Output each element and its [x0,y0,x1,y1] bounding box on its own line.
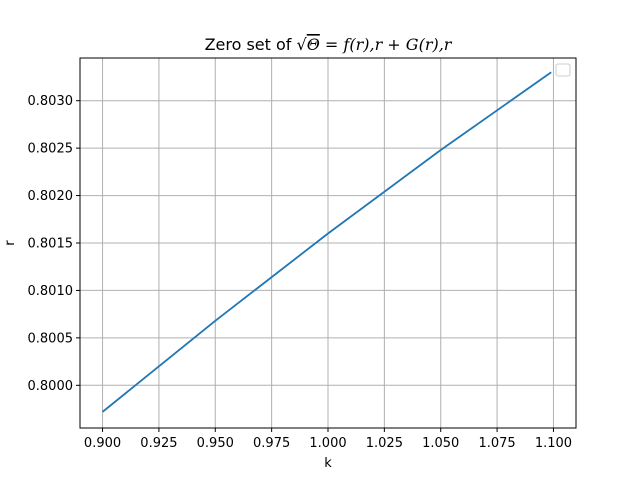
y-axis-ticks: 0.8000 0.8005 0.8010 0.8015 0.8020 0.8025 0.80… [28,94,80,394]
x-tick-label: 1.100 [535,436,572,451]
x-axis-ticks: 0.900 0.925 0.950 0.975 1.000 1.025 1.050 1.075… [84,428,572,451]
grid [80,58,576,428]
y-tick-label: 0.8020 [28,189,74,204]
x-tick-label: 0.975 [253,436,290,451]
x-tick-label: 1.000 [309,436,346,451]
x-tick-label: 0.950 [197,436,234,451]
series-layer [101,71,552,413]
x-tick-label: 0.925 [140,436,177,451]
x-axis-label: k [324,456,332,471]
y-tick-label: 0.8005 [28,331,74,346]
legend-box [555,63,571,77]
x-tick-label: 0.900 [84,436,121,451]
x-tick-label: 1.025 [366,436,403,451]
chart-title: Zero set of √Θ = f(r),r + G(r),r [205,35,453,54]
y-tick-label: 0.8030 [28,94,74,109]
y-tick-label: 0.8025 [28,142,74,157]
series-line [101,71,552,413]
y-axis-label: r [3,240,18,246]
x-tick-label: 1.050 [422,436,459,451]
y-tick-label: 0.8015 [28,237,74,252]
y-tick-label: 0.8010 [28,284,74,299]
y-tick-label: 0.8000 [28,379,74,394]
x-tick-label: 1.075 [478,436,515,451]
